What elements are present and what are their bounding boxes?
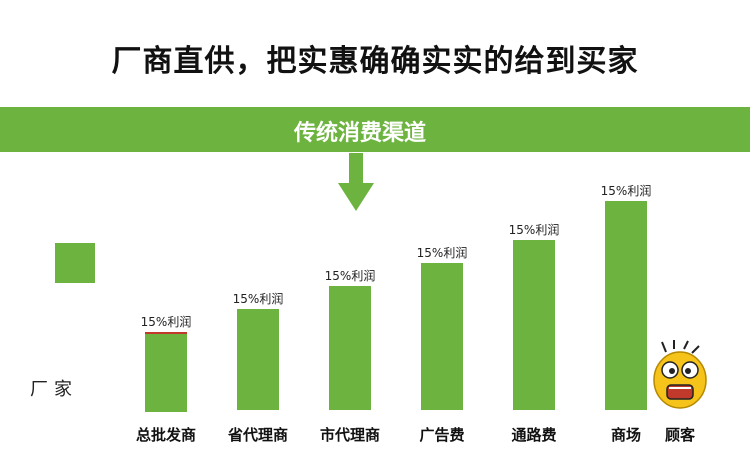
stage-bar: [605, 201, 647, 410]
traditional-channel-banner: 传统消费渠道: [0, 107, 750, 152]
stage-label: 省代理商: [227, 426, 288, 444]
down-arrow-icon: [338, 153, 374, 211]
stage-margin-label: 15%利润: [508, 223, 560, 237]
stage-margin-label: 15%利润: [140, 315, 192, 329]
stage-label: 商场: [610, 426, 641, 444]
stage-bar: [421, 263, 463, 410]
stage-label: 通路费: [511, 426, 557, 444]
manufacturer-label: 厂家: [30, 379, 78, 400]
stage-margin-label: 15%利润: [232, 292, 284, 306]
stage-bar: [513, 240, 555, 410]
customer-label: 顾客: [664, 426, 695, 444]
stage-bar: [145, 332, 187, 412]
stage-margin-label: 15%利润: [324, 269, 376, 283]
stage-label: 广告费: [419, 426, 465, 444]
banner-label: 传统消费渠道: [293, 121, 426, 146]
legend-swatch: [55, 243, 95, 283]
stage-bar: [237, 309, 279, 410]
page-title: 厂商直供，把实惠确确实实的给到买家: [111, 44, 639, 79]
shocked-face-icon: [653, 340, 707, 409]
stage-bar: [329, 286, 371, 410]
stage-margin-label: 15%利润: [600, 184, 652, 198]
stage-label: 总批发商: [135, 426, 196, 444]
stage-margin-label: 15%利润: [416, 246, 468, 260]
stage-label: 市代理商: [319, 426, 380, 444]
